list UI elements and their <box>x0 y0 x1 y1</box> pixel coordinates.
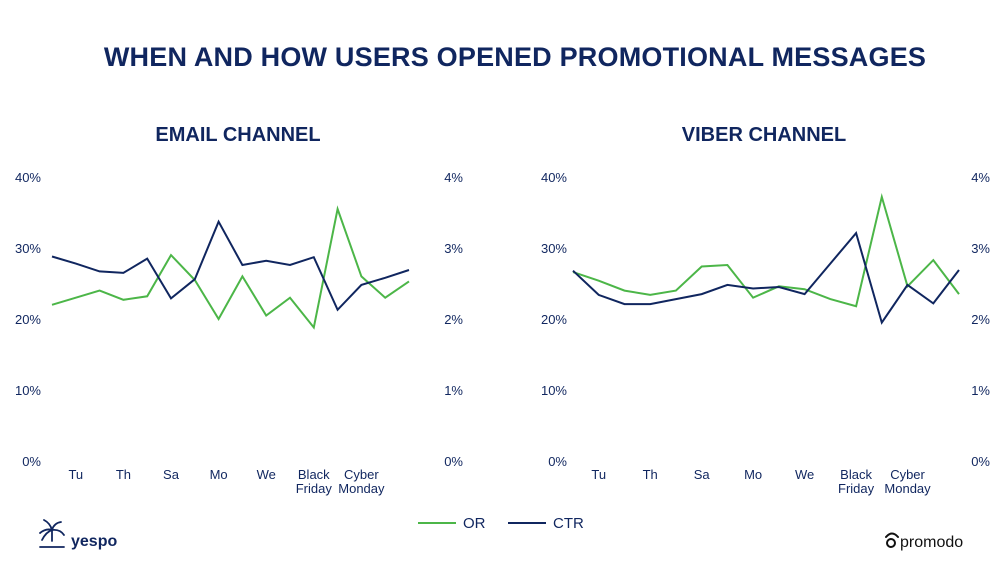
viber-chart: VIBER CHANNEL 0%10%20%30%40% 0%1%2%3%4% … <box>541 124 990 496</box>
email-x-tick: Sa <box>163 467 180 482</box>
email-x-tick: Tu <box>68 467 83 482</box>
legend-or-label: OR <box>463 515 486 532</box>
email-x-tick: Mo <box>210 467 228 482</box>
email-y-left-tick: 20% <box>15 312 41 327</box>
viber-x-tick: Mo <box>744 467 762 482</box>
email-y-right-axis: 0% 1% 2% 3% 4% <box>444 170 463 469</box>
viber-ctr-line <box>572 231 960 325</box>
email-x-tick: Cyber Monday <box>338 467 385 496</box>
promodo-logo-text: promodo <box>900 534 963 551</box>
viber-y-left-tick: 20% <box>541 312 567 327</box>
viber-y-right-tick: 4% <box>971 170 990 185</box>
email-chart-title: EMAIL CHANNEL <box>155 124 320 146</box>
viber-x-tick: Tu <box>591 467 606 482</box>
email-ctr-line <box>51 219 410 312</box>
email-y-left-tick: 30% <box>15 241 41 256</box>
email-y-right-tick: 4% <box>444 170 463 185</box>
email-y-left-tick: 40% <box>15 170 41 185</box>
viber-y-left-axis: 0% 10% 20% 30% 40% <box>541 170 567 469</box>
email-chart: EMAIL CHANNEL 0%10%20%30%40% 0%1%2%3%4% … <box>15 124 463 496</box>
email-y-left-tick: 10% <box>15 383 41 398</box>
legend-ctr-label: CTR <box>553 515 584 532</box>
viber-series <box>572 192 960 325</box>
viber-chart-title: VIBER CHANNEL <box>682 124 846 146</box>
yespo-palm-icon <box>39 519 65 548</box>
viber-y-left-tick: 10% <box>541 383 567 398</box>
email-y-left-tick: 0% <box>22 454 41 469</box>
promodo-mark-icon <box>885 532 899 548</box>
email-y-left-axis: 0% 10% 20% 30% 40% <box>15 170 41 469</box>
viber-y-right-tick: 3% <box>971 241 990 256</box>
viber-x-tick: Th <box>643 467 658 482</box>
promodo-logo: promodo <box>885 532 963 551</box>
email-x-tick: Th <box>116 467 131 482</box>
email-y-right-tick: 0% <box>444 454 463 469</box>
viber-y-left-tick: 30% <box>541 241 567 256</box>
viber-y-right-tick: 0% <box>971 454 990 469</box>
email-y-right-tick: 3% <box>444 241 463 256</box>
viber-y-right-axis: 0% 1% 2% 3% 4% <box>971 170 990 469</box>
email-x-tick: Black Friday <box>296 467 333 496</box>
viber-or-line <box>572 192 960 308</box>
viber-x-tick: Sa <box>694 467 711 482</box>
email-or-line <box>51 205 410 330</box>
yespo-logo: yespo <box>39 519 117 550</box>
main-title: WHEN AND HOW USERS OPENED PROMOTIONAL ME… <box>103 42 927 72</box>
viber-y-left-tick: 40% <box>541 170 567 185</box>
viber-x-axis: Tu Th Sa Mo We Black Friday Cyber Monday <box>591 467 931 496</box>
viber-y-right-tick: 2% <box>971 312 990 327</box>
email-y-right-tick: 1% <box>444 383 463 398</box>
email-x-tick: We <box>257 467 276 482</box>
viber-y-left-tick: 0% <box>548 454 567 469</box>
legend: OR CTR <box>418 515 584 532</box>
viber-x-tick: Black Friday <box>838 467 875 496</box>
viber-x-tick: We <box>795 467 814 482</box>
email-series <box>51 205 410 330</box>
email-y-right-tick: 2% <box>444 312 463 327</box>
viber-y-right-tick: 1% <box>971 383 990 398</box>
yespo-logo-text: yespo <box>71 533 117 550</box>
viber-x-tick: Cyber Monday <box>884 467 931 496</box>
